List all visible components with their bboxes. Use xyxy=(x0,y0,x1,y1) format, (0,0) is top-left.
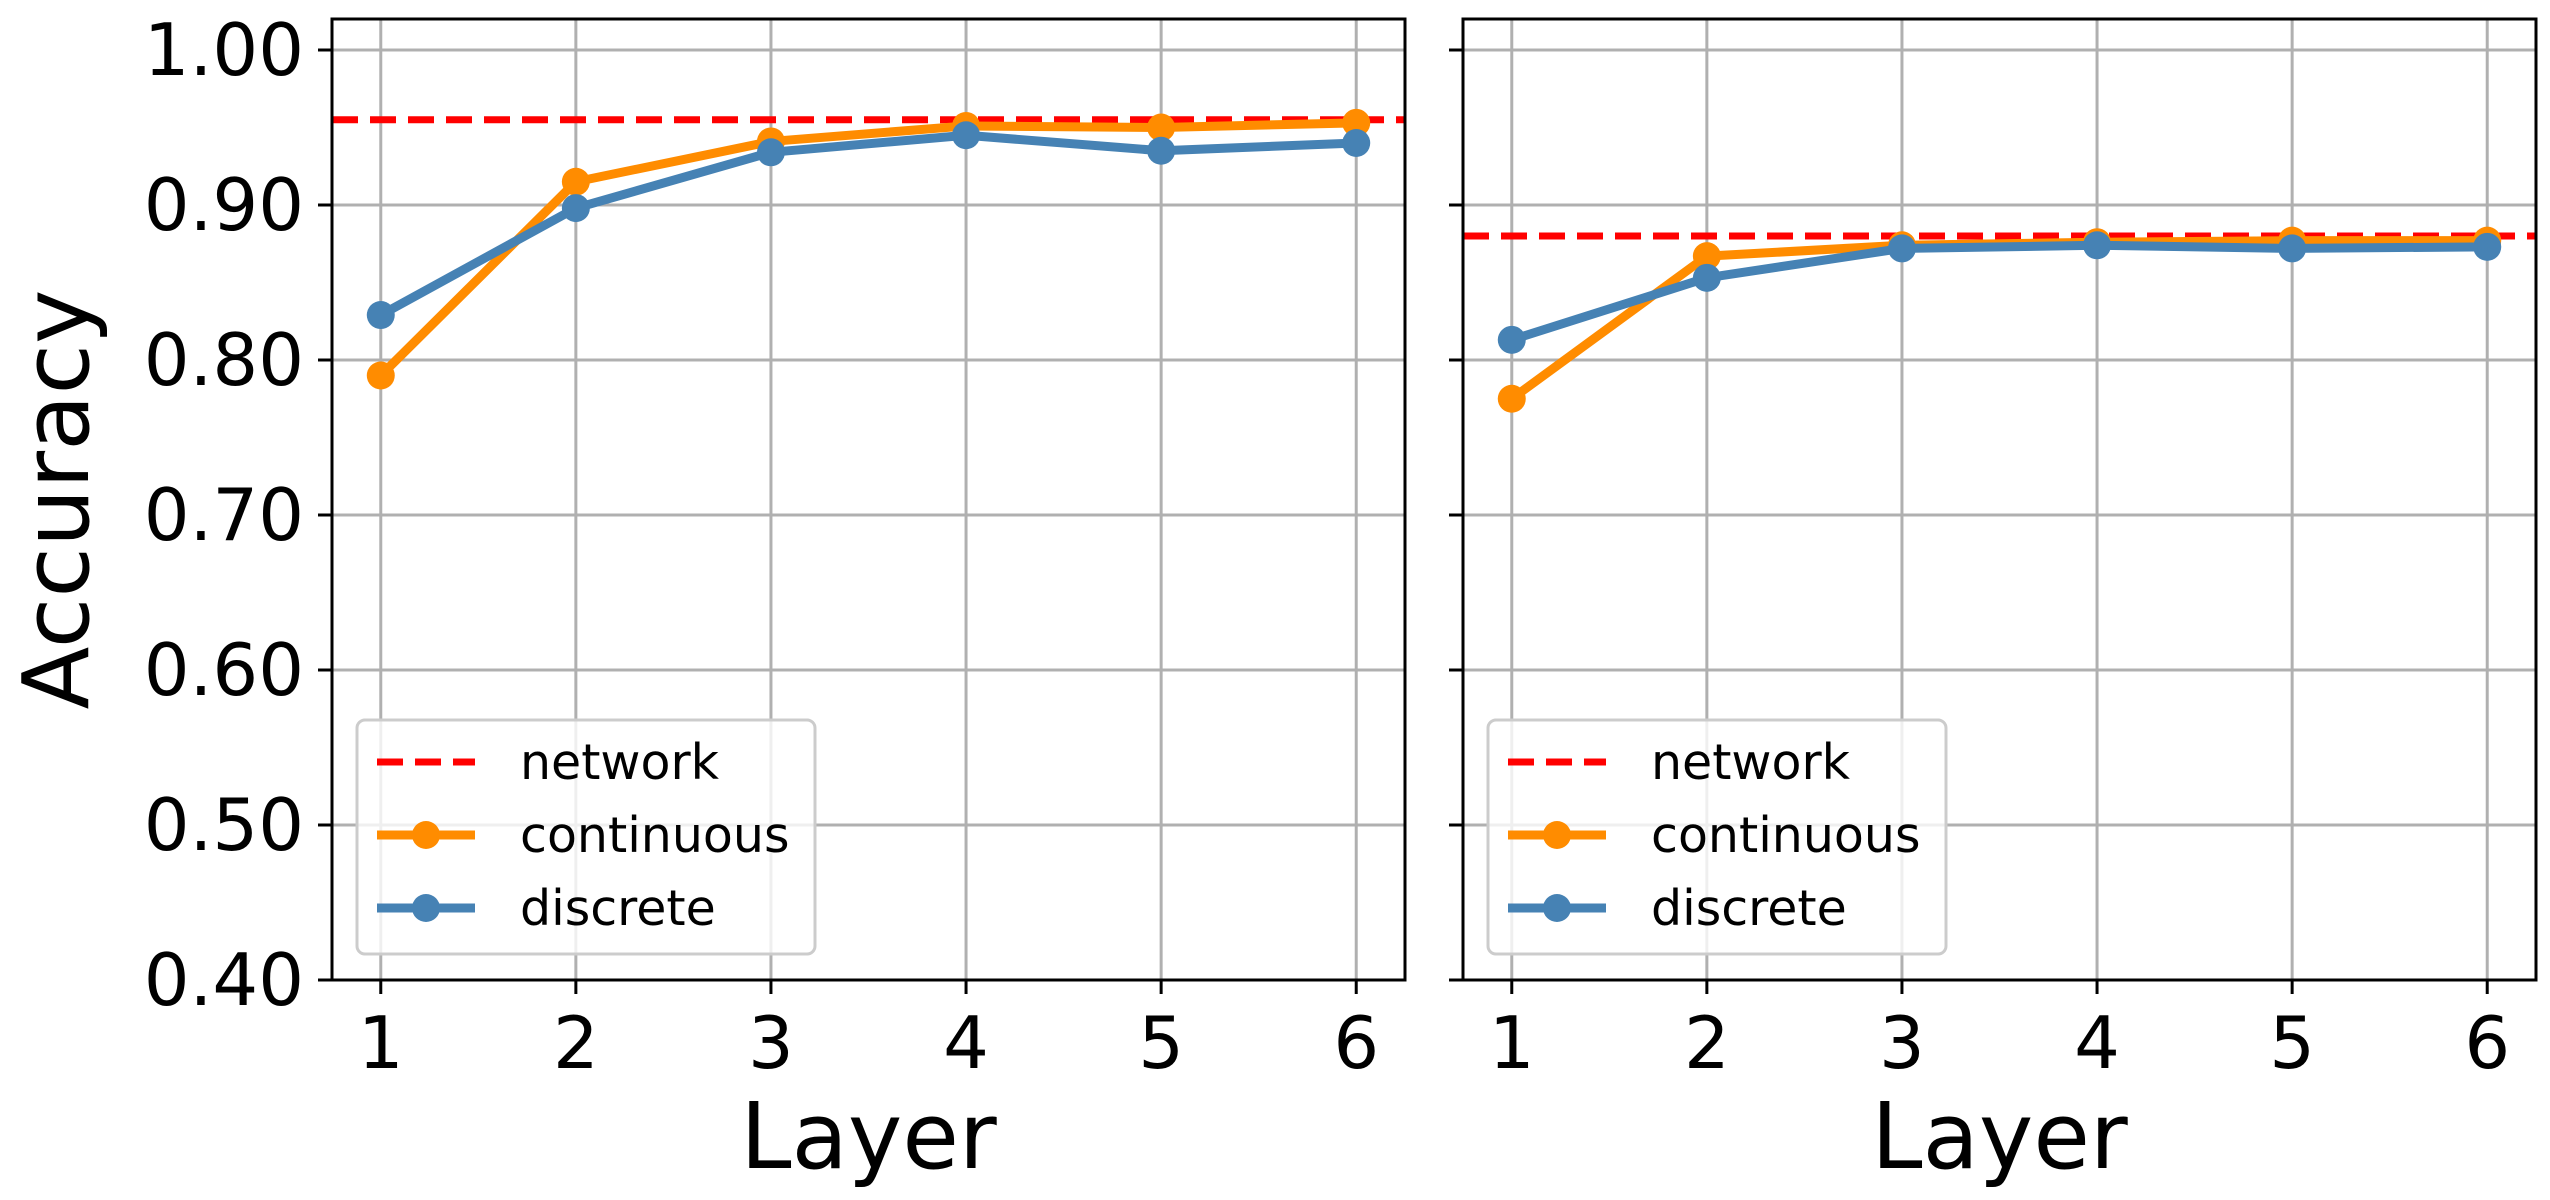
legend-marker-discrete xyxy=(412,894,440,922)
data-point-continuous xyxy=(1497,384,1526,413)
y-tick-label: 1.00 xyxy=(144,8,304,92)
data-point-discrete xyxy=(1497,325,1526,354)
x-tick-label: 1 xyxy=(1489,1001,1535,1085)
y-tick-label: 0.90 xyxy=(144,163,304,247)
data-point-continuous xyxy=(1147,113,1176,142)
data-point-continuous xyxy=(1342,108,1371,137)
data-point-continuous xyxy=(561,167,590,196)
series-line-discrete xyxy=(376,130,1361,320)
data-point-discrete xyxy=(2473,232,2502,261)
left-panel: 1 2 3 4 5 6 0.40 0.50 0.60 0.70 0.80 0.90 1.00 Layer A… xyxy=(3,8,1407,1190)
legend-box xyxy=(1486,718,1948,956)
x-tick-label: 6 xyxy=(1333,1001,1379,1085)
data-point-continuous xyxy=(366,361,395,390)
x-tick-label: 3 xyxy=(748,1001,794,1085)
data-point-discrete xyxy=(1887,234,1916,263)
x-tick-label: 1 xyxy=(358,1001,404,1085)
data-point-discrete xyxy=(1692,263,1721,292)
legend-label-network: network xyxy=(1651,734,1851,791)
series-line-continuous xyxy=(1507,236,2492,404)
legend-label-network: network xyxy=(520,734,720,791)
x-tick-label: 2 xyxy=(1684,1001,1730,1085)
x-axis-label: Layer xyxy=(1871,1083,2128,1190)
x-axis-label: Layer xyxy=(740,1083,997,1190)
x-tick-label: 5 xyxy=(2269,1001,2315,1085)
legend-marker-discrete xyxy=(1543,894,1571,922)
x-tick-label: 2 xyxy=(553,1001,599,1085)
data-point-discrete xyxy=(561,194,590,223)
axes-frame xyxy=(1461,17,2538,982)
x-tick-label: 6 xyxy=(2464,1001,2510,1085)
data-point-discrete xyxy=(756,138,785,167)
series-line-continuous xyxy=(376,118,1361,380)
x-tick-label: 5 xyxy=(1138,1001,1184,1085)
axes-frame xyxy=(330,17,1407,982)
right-panel: 1 2 3 4 5 6 Layer network continuous discrete xyxy=(1449,17,2538,1190)
y-axis-label: Accuracy xyxy=(3,289,110,709)
x-tick-label: 4 xyxy=(2074,1001,2120,1085)
legend-label-continuous: continuous xyxy=(1651,807,1920,864)
y-tick-label: 0.80 xyxy=(144,318,304,402)
data-point-discrete xyxy=(2278,234,2307,263)
data-point-discrete xyxy=(2083,231,2112,260)
x-tick-label: 3 xyxy=(1879,1001,1925,1085)
legend-label-discrete: discrete xyxy=(1651,880,1847,937)
data-point-discrete xyxy=(366,301,395,330)
y-tick-label: 0.70 xyxy=(144,473,304,557)
legend-label-continuous: continuous xyxy=(520,807,789,864)
legend-box xyxy=(355,718,817,956)
data-point-continuous xyxy=(1692,242,1721,271)
data-point-discrete xyxy=(1342,129,1371,157)
y-tick-label: 0.50 xyxy=(144,783,304,867)
legend-marker-continuous xyxy=(412,821,440,849)
y-tick-label: 0.40 xyxy=(144,938,304,1022)
y-tick-label: 0.60 xyxy=(144,628,304,712)
legend-marker-continuous xyxy=(1543,821,1571,849)
series-line-discrete xyxy=(1507,240,2492,345)
x-tick-label: 4 xyxy=(943,1001,989,1085)
data-point-discrete xyxy=(1147,136,1176,165)
legend-label-discrete: discrete xyxy=(520,880,716,937)
data-point-discrete xyxy=(952,121,981,150)
